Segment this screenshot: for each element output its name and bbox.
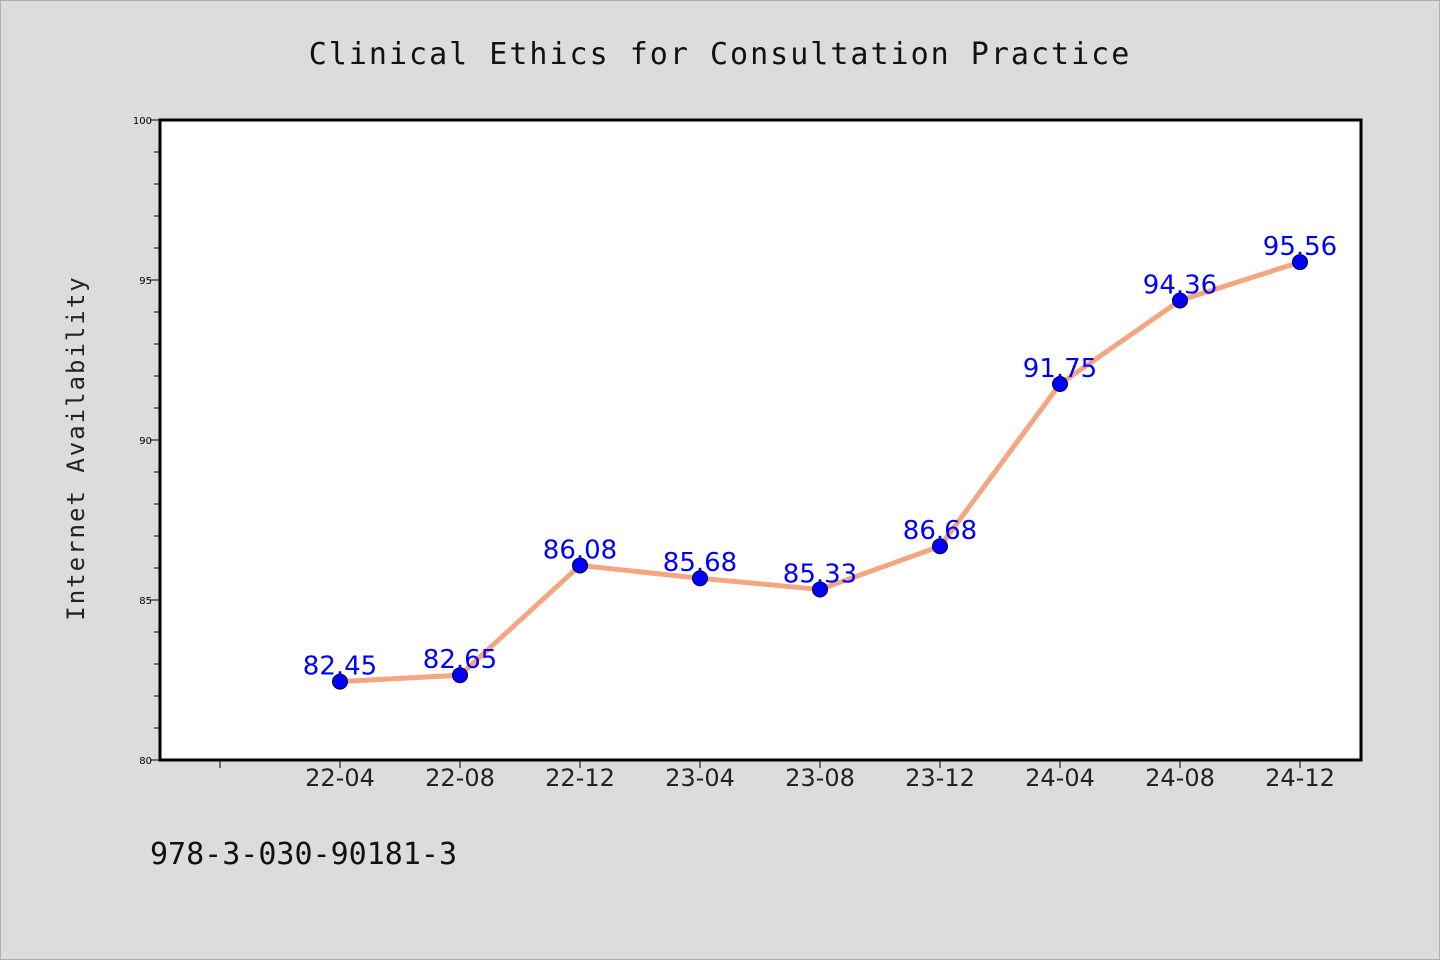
data-label: 94.36: [1143, 270, 1217, 300]
chart-title: Clinical Ethics for Consultation Practic…: [309, 37, 1132, 72]
data-label: 86.08: [543, 535, 617, 565]
data-point: [932, 538, 948, 555]
plot-area: [158, 118, 1363, 762]
data-label: 95.56: [1263, 232, 1337, 262]
data-point: [1292, 254, 1308, 271]
x-axis: 22-04 22-08 22-12 23-04 23-08 23-12 24-04 24-08…: [219, 760, 1335, 792]
y-axis: 80 85 90 95 100: [133, 116, 160, 767]
x-tick-label: 22-12: [545, 764, 615, 792]
data-point: [1052, 376, 1068, 392]
x-tick-label: 24-12: [1265, 764, 1335, 792]
data-labels: 82.45 82.65 86.08 85.68 85.33 86.68 91.75 94.36…: [303, 232, 1337, 682]
data-label: 91.75: [1023, 354, 1097, 384]
y-tick-label: 95: [139, 276, 152, 287]
y-tick-label: 85: [139, 596, 152, 607]
x-tick-label: 23-12: [905, 764, 975, 792]
data-series: [332, 254, 1308, 690]
data-point: [812, 581, 828, 598]
x-tick-label: 23-08: [785, 764, 855, 792]
data-label: 82.65: [423, 645, 497, 675]
x-tick-label: 22-04: [305, 764, 375, 792]
data-label: 86.68: [903, 516, 977, 546]
y-tick-label: 80: [139, 756, 152, 767]
data-label: 82.45: [303, 652, 377, 682]
y-tick-label: 100: [133, 116, 152, 127]
x-tick-label: 24-04: [1025, 764, 1095, 792]
x-tick-label: 23-04: [665, 764, 735, 792]
data-point: [692, 570, 708, 587]
x-tick-label: 24-08: [1145, 764, 1215, 792]
data-label: 85.33: [783, 559, 857, 589]
y-axis-label: Internet Availability: [62, 275, 90, 620]
data-point: [1172, 292, 1188, 309]
data-point: [572, 557, 588, 574]
x-tick-label: 22-08: [425, 764, 495, 792]
data-label: 85.68: [663, 548, 737, 578]
data-point: [332, 673, 348, 690]
y-tick-label: 90: [139, 436, 152, 447]
data-point: [452, 667, 468, 684]
isbn-footer: 978-3-030-90181-3: [150, 837, 457, 872]
